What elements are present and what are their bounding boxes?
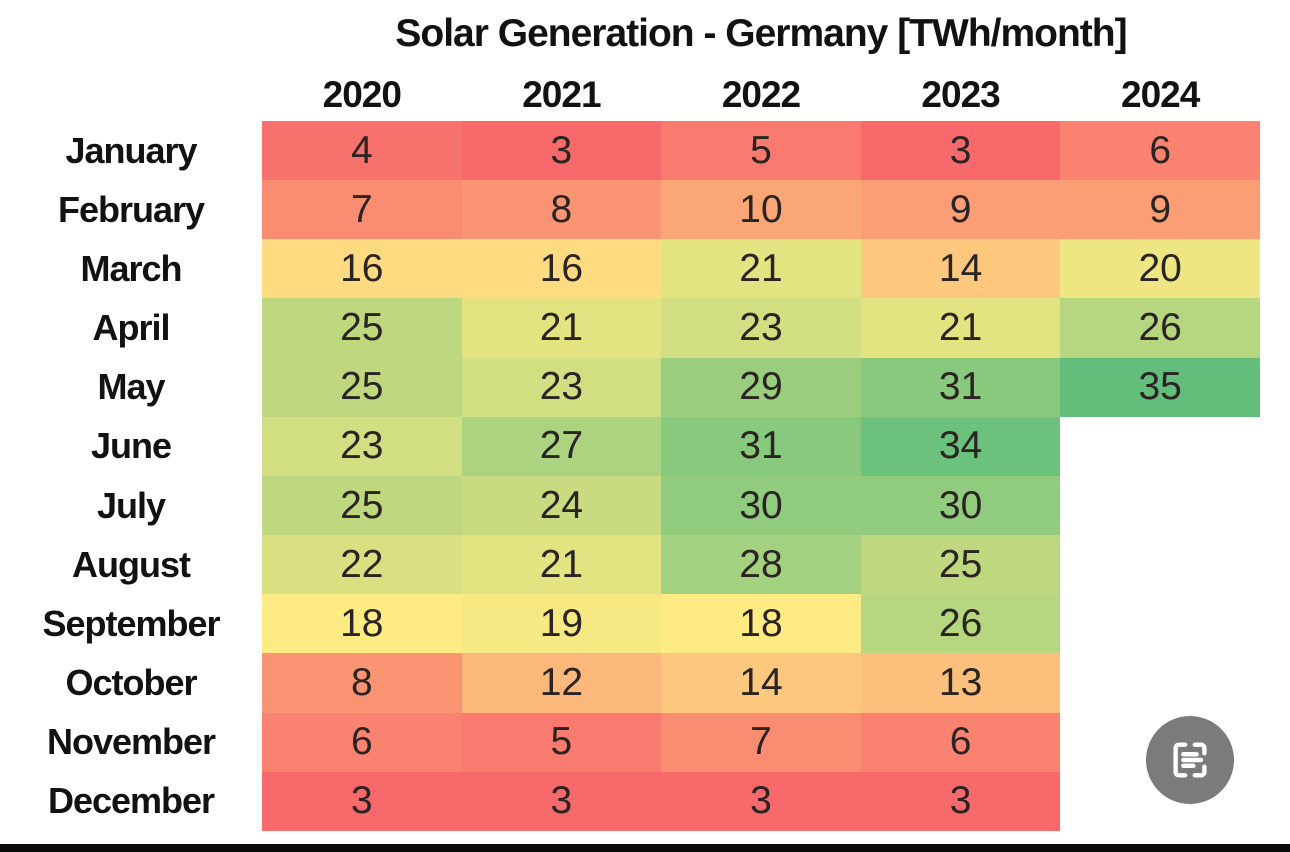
heatmap-cell: 12	[461, 653, 662, 713]
scan-text-icon	[1173, 742, 1207, 778]
heatmap-cell: 6	[1060, 121, 1260, 181]
heatmap-cell: 35	[1060, 357, 1260, 417]
month-label: April	[92, 307, 170, 349]
year-header: 2024	[1121, 74, 1200, 115]
heatmap-cell: 8	[461, 180, 662, 240]
heatmap-cell: 25	[262, 298, 462, 358]
year-header-row: 2020 2021 2022 2023 2024	[0, 72, 1260, 118]
heatmap-cell: 21	[661, 239, 861, 299]
month-label: October	[65, 661, 197, 703]
year-header: 2020	[322, 74, 402, 115]
heatmap-cell: 13	[860, 653, 1061, 713]
heatmap-cell: 5	[661, 121, 861, 181]
heatmap-cell: 25	[262, 475, 462, 536]
heatmap-cell: 16	[461, 239, 662, 299]
heatmap-cell	[1060, 535, 1260, 595]
heatmap-cell: 19	[461, 594, 662, 654]
heatmap-cell: 24	[461, 475, 662, 536]
heatmap-cell: 3	[661, 771, 861, 831]
heatmap-cell: 21	[461, 298, 662, 358]
heatmap-cell: 26	[1060, 298, 1260, 358]
heatmap-cell: 31	[661, 416, 861, 476]
month-label: March	[80, 247, 182, 289]
heatmap-cell: 7	[661, 712, 861, 772]
chart-title: Solar Generation - Germany [TWh/month]	[395, 12, 1127, 55]
heatmap-cell: 30	[661, 475, 861, 536]
heatmap-cell: 20	[1060, 239, 1260, 299]
heatmap-cell: 3	[461, 121, 662, 181]
month-label: February	[57, 188, 205, 230]
heatmap-cell: 22	[262, 535, 462, 595]
heatmap-cell: 30	[860, 475, 1061, 536]
heatmap-cell: 31	[860, 357, 1061, 417]
heatmap-cell: 3	[860, 771, 1061, 831]
heatmap-table: January 4 3 5 3 6 February 7 8 10 9 9 March 16 16 21 14 2…	[0, 121, 1260, 831]
heatmap-cell: 25	[262, 357, 462, 417]
heatmap-cell: 14	[661, 653, 861, 713]
month-label: May	[97, 366, 165, 408]
year-header: 2022	[721, 74, 801, 115]
heatmap-cell: 26	[860, 594, 1061, 654]
heatmap-cell: 9	[1060, 180, 1260, 240]
year-header: 2021	[522, 74, 601, 115]
heatmap-cell: 6	[262, 712, 462, 772]
heatmap-cell: 6	[860, 712, 1061, 772]
heatmap-cell: 3	[262, 771, 462, 831]
heatmap-cell	[1060, 475, 1260, 536]
year-header: 2023	[921, 74, 1000, 115]
heatmap-cell: 10	[661, 180, 861, 240]
heatmap-cell: 3	[461, 771, 662, 831]
heatmap-cell: 25	[860, 535, 1061, 595]
heatmap-cell: 23	[461, 357, 662, 417]
month-label: December	[47, 780, 215, 822]
heatmap-cell: 7	[262, 180, 462, 240]
heatmap-cell: 8	[262, 653, 462, 713]
month-label: January	[65, 129, 197, 171]
month-label: November	[46, 721, 216, 763]
month-label: July	[96, 484, 166, 526]
heatmap-cell: 27	[461, 416, 662, 476]
heatmap-cell	[1060, 594, 1260, 654]
heatmap-cell: 23	[262, 416, 462, 476]
month-label: August	[72, 543, 191, 585]
heatmap-cell: 23	[661, 298, 861, 358]
heatmap-cell: 18	[661, 594, 861, 654]
heatmap-cell: 18	[262, 594, 462, 654]
heatmap-cell: 16	[262, 239, 462, 299]
heatmap-cell: 21	[461, 535, 662, 595]
heatmap-cell: 14	[860, 239, 1061, 299]
heatmap-cell: 5	[461, 712, 662, 772]
bottom-bar	[0, 844, 1290, 852]
heatmap-cell: 21	[860, 298, 1061, 358]
heatmap-cell	[1060, 416, 1260, 476]
month-label: June	[90, 425, 172, 467]
heatmap-cell: 3	[860, 121, 1061, 181]
heatmap-cell: 29	[661, 357, 861, 417]
heatmap-cell: 4	[262, 121, 462, 181]
month-label: September	[42, 602, 220, 644]
heatmap-cell	[1060, 653, 1260, 713]
scan-text-button[interactable]	[1146, 716, 1234, 804]
heatmap-cell: 28	[661, 535, 861, 595]
heatmap-cell: 34	[860, 416, 1061, 476]
heatmap-cell: 9	[860, 180, 1061, 240]
